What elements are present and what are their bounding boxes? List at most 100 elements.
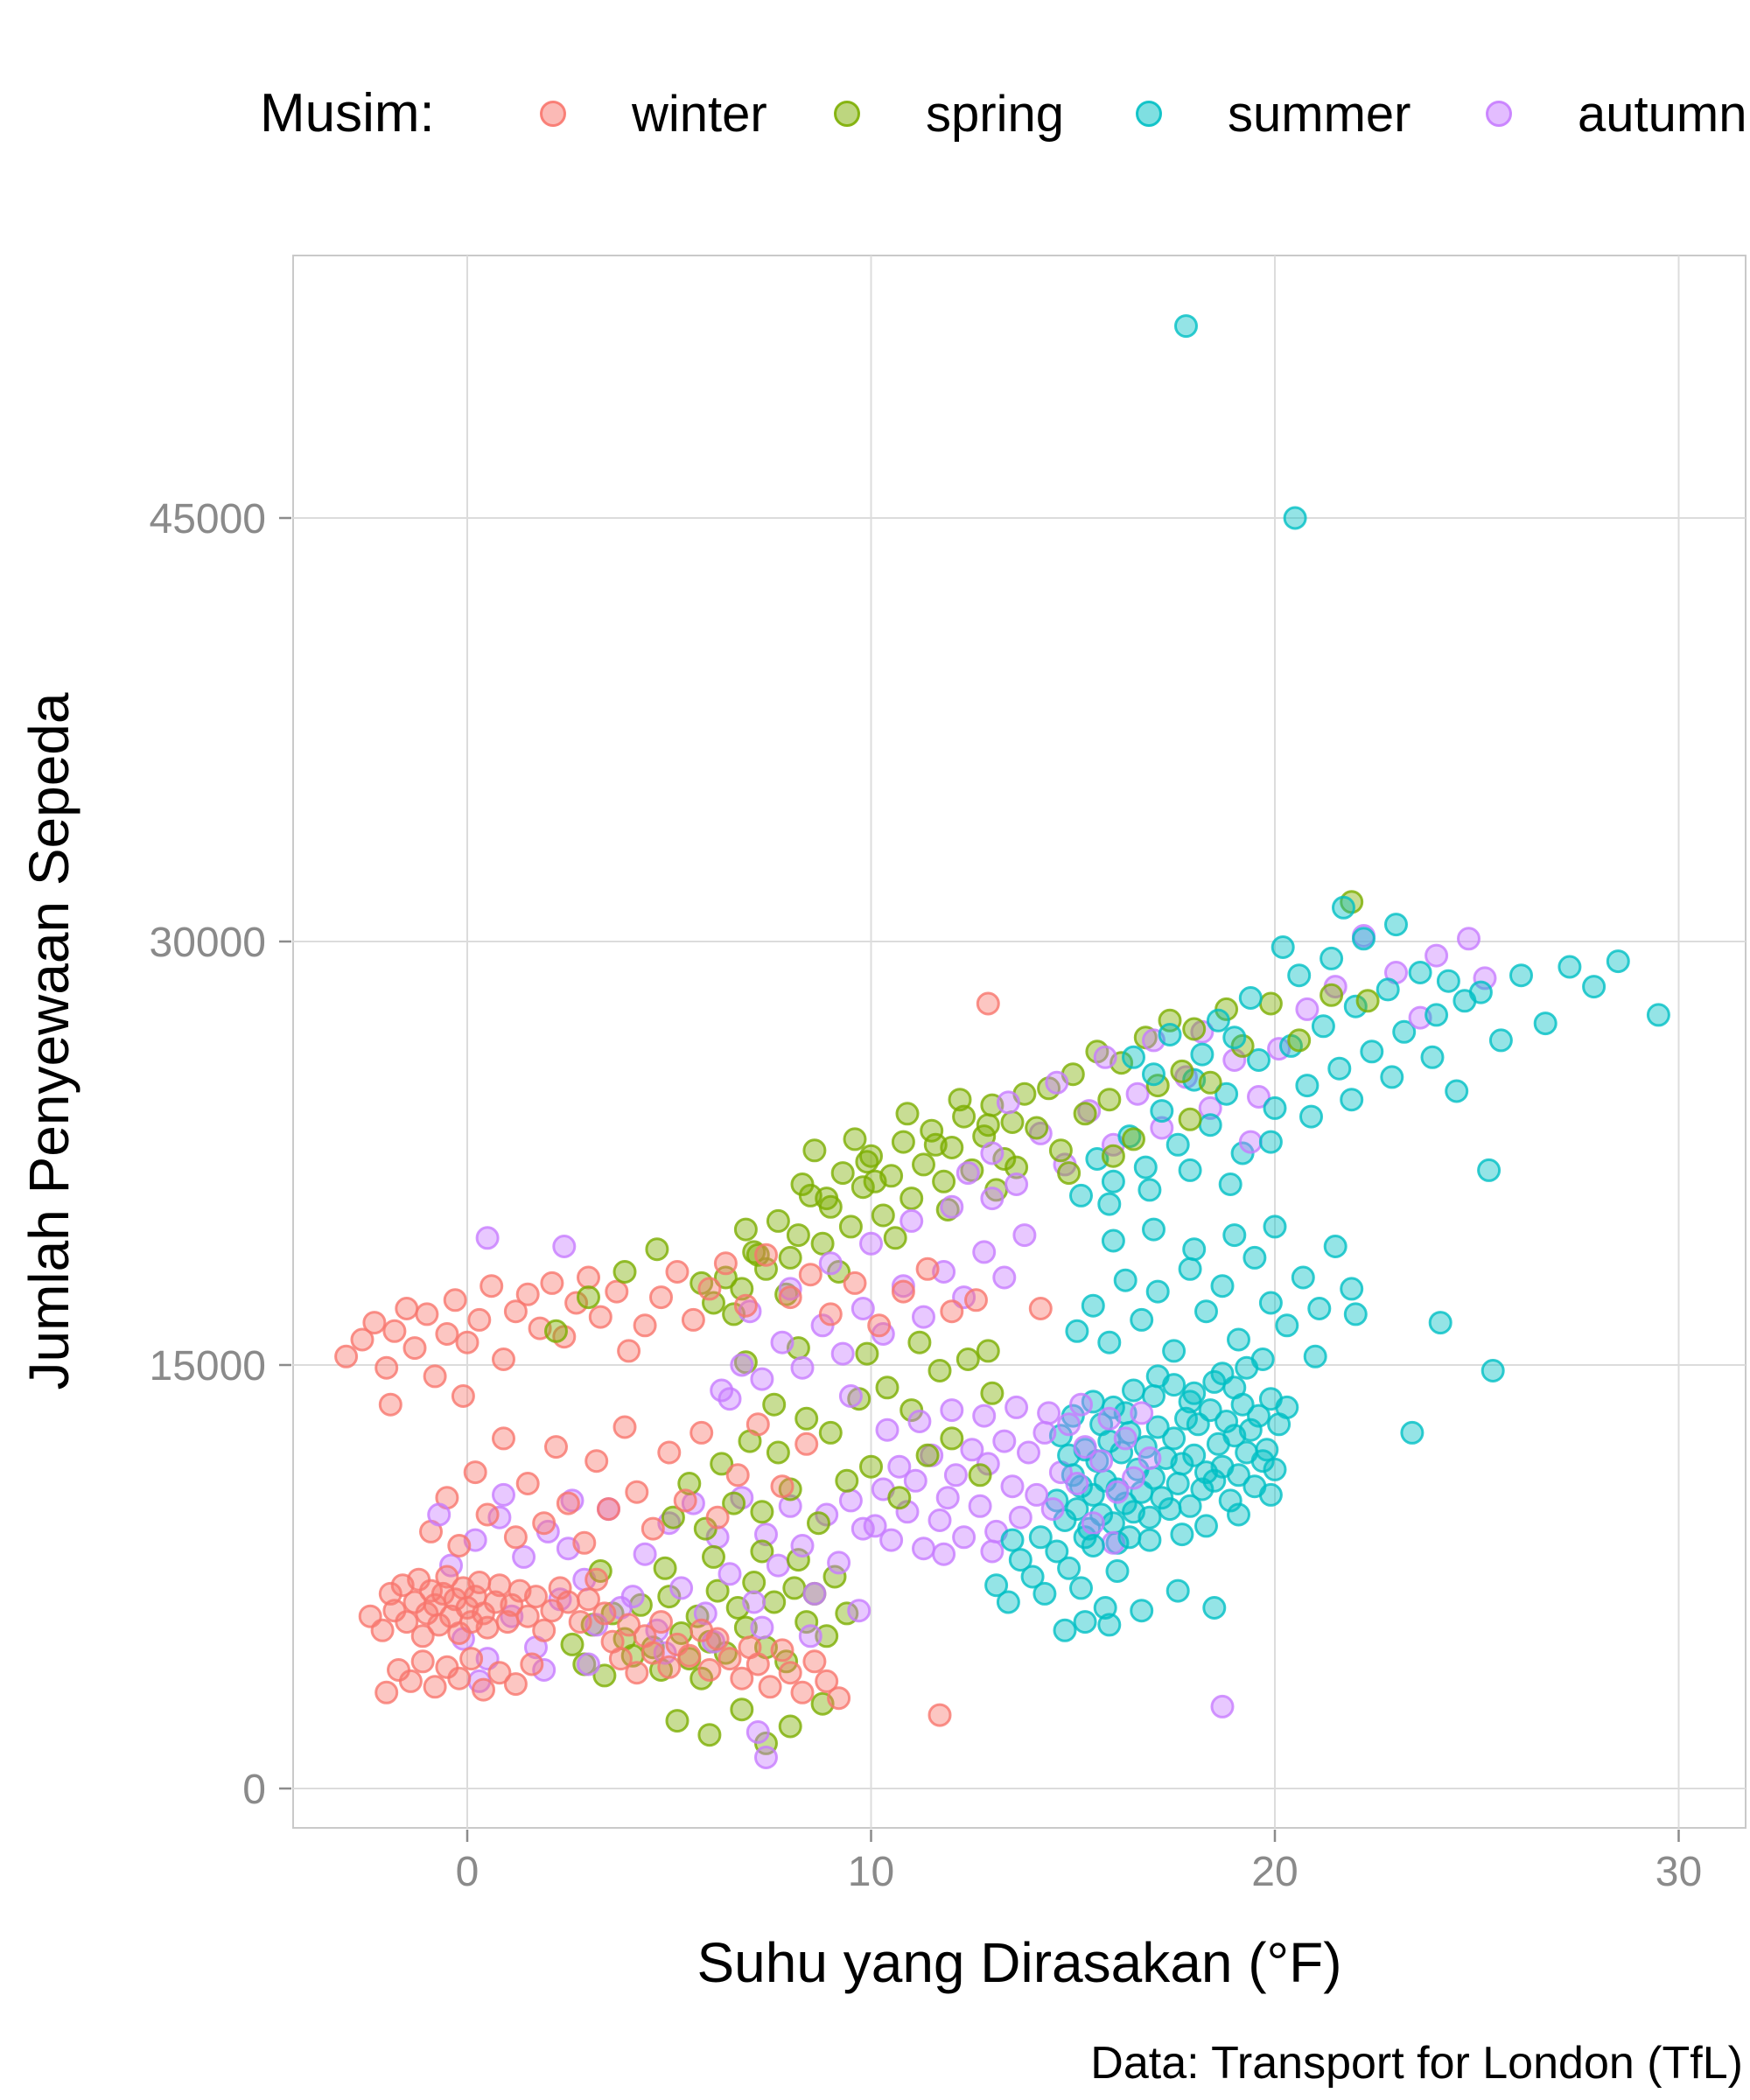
data-point [1352, 927, 1376, 951]
data-point [690, 1420, 714, 1445]
axis-tick-marks [279, 516, 1680, 1842]
data-point [915, 1443, 940, 1467]
data-point [1081, 1293, 1105, 1318]
data-point [577, 1265, 600, 1290]
data-point [915, 1256, 940, 1281]
data-point [895, 1102, 920, 1126]
data-point [766, 1208, 790, 1233]
data-point [1323, 1235, 1348, 1258]
data-point [968, 1463, 992, 1488]
data-point [923, 1132, 948, 1157]
legend-dot-autumn [1486, 101, 1512, 127]
data-point [928, 1508, 952, 1532]
data-point [815, 1624, 839, 1648]
data-point [976, 1113, 1000, 1138]
data-point [778, 1245, 802, 1270]
data-point [1275, 1395, 1299, 1419]
data-point [928, 1703, 952, 1727]
y-axis-title: Jumlah Penyewaan Sepeda [18, 692, 80, 1390]
data-point [1360, 1040, 1384, 1064]
data-point [742, 1571, 766, 1594]
data-point [1138, 1505, 1162, 1530]
data-point [968, 1494, 992, 1518]
data-point [1004, 1395, 1029, 1419]
data-point [843, 1270, 867, 1295]
y-tick-label: 45000 [150, 496, 266, 542]
data-point [1138, 1446, 1162, 1470]
data-point [1105, 1480, 1130, 1504]
data-point [592, 1663, 617, 1688]
data-point [1178, 1256, 1202, 1281]
data-point [782, 1576, 807, 1600]
data-point [1069, 1392, 1093, 1417]
data-point [645, 1237, 669, 1262]
data-point [1468, 980, 1493, 1004]
data-point [1122, 1127, 1145, 1152]
data-point [976, 991, 1000, 1016]
data-point [1182, 1443, 1207, 1467]
data-point [1158, 1497, 1182, 1522]
data-point [492, 1348, 515, 1371]
data-point [778, 1714, 802, 1739]
data-point [746, 1720, 770, 1744]
data-point [1182, 1237, 1207, 1262]
legend-title: Musim: [260, 83, 435, 144]
data-point [754, 1242, 778, 1267]
data-point [1110, 1440, 1134, 1465]
data-point [750, 1500, 774, 1524]
data-point [1408, 961, 1432, 984]
data-point [515, 1472, 540, 1495]
data-point [350, 1327, 374, 1352]
data-point [1130, 1307, 1154, 1332]
data-point [1000, 1110, 1025, 1134]
data-point [940, 1398, 964, 1423]
data-point [1238, 1130, 1263, 1154]
data-point [1065, 1319, 1089, 1343]
data-point [891, 1130, 915, 1154]
data-point [912, 1305, 935, 1329]
data-point [1101, 1169, 1125, 1194]
data-point [1057, 1556, 1082, 1580]
data-point [778, 1661, 802, 1685]
data-point [972, 1404, 997, 1428]
data-point [850, 1175, 875, 1200]
data-point [1133, 1155, 1158, 1180]
data-point [572, 1530, 597, 1555]
data-point [1081, 1511, 1105, 1536]
data-point [1045, 1539, 1069, 1564]
data-point [1210, 1274, 1235, 1298]
data-point [515, 1604, 540, 1628]
data-point [1008, 1505, 1032, 1530]
data-point [1178, 1107, 1202, 1131]
data-point [900, 1208, 924, 1233]
data-point [798, 1624, 822, 1648]
data-point [463, 1460, 487, 1485]
data-point [702, 1291, 725, 1315]
data-point [410, 1649, 435, 1674]
data-point [778, 1494, 802, 1518]
y-tick-label: 30000 [150, 920, 266, 966]
data-point [718, 1562, 742, 1586]
data-point [649, 1610, 673, 1634]
data-point [948, 1088, 972, 1112]
data-point [960, 1438, 984, 1462]
data-point [1198, 1096, 1222, 1120]
data-point [733, 1217, 758, 1242]
data-point [540, 1270, 564, 1295]
data-point [1150, 1116, 1174, 1140]
data-point [1210, 1694, 1235, 1718]
data-point [1122, 1045, 1145, 1069]
data-point [1142, 1217, 1166, 1242]
data-point [617, 1613, 641, 1637]
data-point [378, 1392, 402, 1417]
data-point [802, 1138, 827, 1163]
data-point [653, 1556, 677, 1580]
data-point [1238, 986, 1263, 1010]
axis-tick-labels: 0 10 20 30 0 15000 30000 45000 [150, 496, 1703, 1895]
data-point [1113, 1268, 1138, 1292]
data-point [653, 1641, 677, 1665]
data-point [1069, 1576, 1093, 1600]
data-point [410, 1624, 435, 1648]
data-point [863, 1169, 887, 1194]
